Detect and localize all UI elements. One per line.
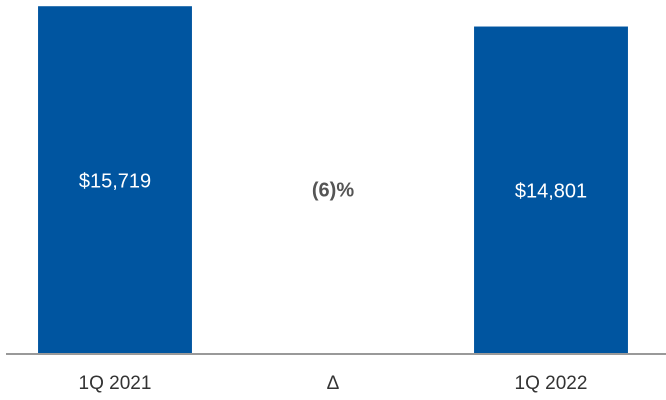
x-tick-label: 1Q 2022 [515,373,588,394]
value-label: $15,719 [79,170,151,192]
value-label: $14,801 [515,181,587,203]
change-annotation: (6)% [312,179,354,201]
bar [38,6,192,354]
x-tick-label: Δ [327,373,340,394]
x-tick-label: 1Q 2021 [79,373,152,394]
bar [474,26,628,355]
